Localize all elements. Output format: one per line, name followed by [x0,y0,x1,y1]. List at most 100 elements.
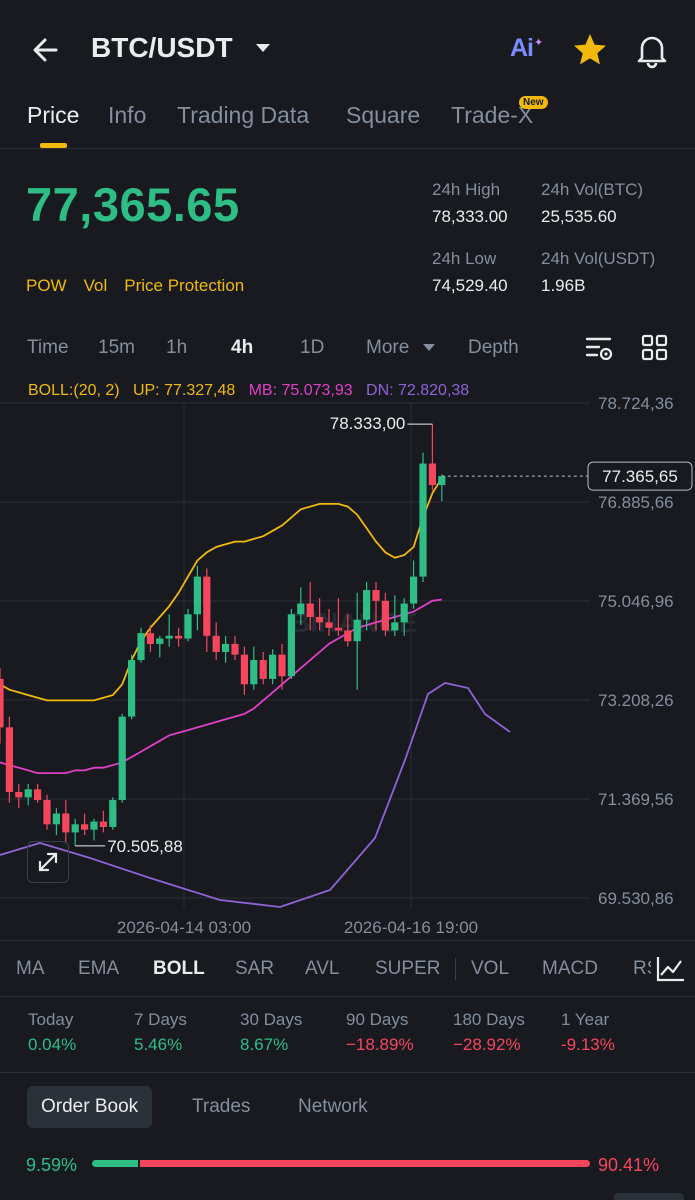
ind-ma[interactable]: MA [16,958,45,979]
more-caret-icon[interactable] [423,344,435,351]
candle-body [5,727,13,792]
candle-body [250,660,258,685]
ind-macd[interactable]: MACD [542,958,598,979]
y-tick-label: 78.724,36 [598,394,674,413]
ratio-bar-buy [92,1160,138,1167]
candle-body [34,789,42,801]
ind-sar[interactable]: SAR [235,958,275,979]
expand-chart-button[interactable] [27,841,69,883]
upper-band-line [0,477,443,702]
vol-btc-label: 24h Vol(BTC) [541,180,644,199]
candle-body [372,590,380,601]
boll-up: UP: 77.327,48 [132,382,236,399]
sell-ratio: 90.41% [598,1155,660,1175]
tab-order-book[interactable]: Order Book [27,1086,153,1128]
candle-body [381,600,389,631]
tf-more[interactable]: More [366,337,410,358]
candle-body [156,638,164,644]
ind-ema[interactable]: EMA [78,958,120,979]
ratio-bar-sell [140,1160,590,1167]
tab-info[interactable]: Info [108,102,147,128]
divider [0,1072,695,1073]
pair-title[interactable]: BTC/USDT [91,32,233,63]
high-marker-label: 78.333,00 [330,414,406,433]
candle-body [137,633,145,661]
middle-band-line [0,598,442,774]
boll-mb: MB: 75.073,93 [248,382,353,399]
tf-time[interactable]: Time [27,337,69,358]
ind-boll[interactable]: BOLL [153,958,205,979]
ai-icon[interactable]: Ai [510,34,534,62]
candle-body [438,476,446,486]
divider [0,940,695,941]
tab-trades[interactable]: Trades [192,1096,251,1117]
tf-1h[interactable]: 1h [166,337,188,358]
ind-avl[interactable]: AVL [305,958,340,979]
candle-body [344,630,352,642]
flag-vol[interactable]: Vol [83,276,108,295]
tab-square[interactable]: Square [346,102,421,128]
last-price: 77,365.65 [26,178,240,231]
candle-body [81,824,89,830]
candle-body [109,800,117,827]
ind-super[interactable]: SUPER [375,958,441,979]
flag-pow[interactable]: POW [26,276,67,295]
tab-network[interactable]: Network [298,1096,368,1117]
main-tabs: Price Info Trading Data Square Trade-X [0,98,695,149]
ind-rsi[interactable]: RS [633,958,651,979]
new-badge: New [519,96,548,109]
tf-15m[interactable]: 15m [98,337,135,358]
candle-body [419,463,427,577]
flag-row: POW Vol Price Protection [26,276,261,296]
tf-1d[interactable]: 1D [300,337,325,358]
candle-body [428,463,436,486]
ind-separator [455,958,456,980]
grid-layout-icon[interactable] [641,334,669,362]
candle-body [52,813,60,825]
tf-depth[interactable]: Depth [468,337,519,358]
tab-trading-data[interactable]: Trading Data [177,102,310,128]
x-tick-label: 2026-04-16 19:00 [344,918,478,937]
candle-body [165,635,173,639]
perf-value-7d: 5.46% [134,1035,183,1054]
star-icon[interactable] [570,30,610,70]
high-label: 24h High [432,180,501,199]
current-price-tag [587,461,693,491]
y-tick-label: 73.208,26 [598,691,674,710]
candlestick-chart[interactable]: BINANCE 78.724,3676.885,6675.046,9673.20… [0,380,695,940]
candle-body [410,576,418,604]
candle-body [175,635,183,639]
low-marker-label: 70.505,88 [107,837,183,856]
tf-4h[interactable]: 4h [231,337,254,358]
candle-body [24,789,32,798]
candle-body [316,616,324,623]
perf-label-180d: 180 Days [453,1010,525,1029]
vol-btc-value: 25,535.60 [541,207,617,226]
x-tick-label: 2026-04-14 03:00 [117,918,251,937]
candle-body [287,614,295,677]
ind-vol[interactable]: VOL [471,958,510,979]
boll-params: BOLL:(20, 2) [28,382,120,399]
candle-body [62,813,70,833]
perf-label-7d: 7 Days [134,1010,187,1029]
vol-usdt-value: 1.96B [541,276,586,295]
perf-value-180d: −28.92% [453,1035,521,1054]
perf-label-30d: 30 Days [240,1010,303,1029]
flag-price-protection[interactable]: Price Protection [124,276,245,295]
vol-usdt-label: 24h Vol(USDT) [541,249,656,268]
tab-price[interactable]: Price [27,102,80,128]
boll-legend: BOLL:(20, 2) UP: 77.327,48 MB: 75.073,93… [28,382,469,400]
home-indicator [614,1193,684,1200]
perf-label-1y: 1 Year [561,1010,610,1029]
y-tick-label: 75.046,96 [598,592,674,611]
back-arrow-icon[interactable] [26,30,66,70]
chart-settings-icon[interactable] [584,333,614,363]
candle-body [353,619,361,642]
indicator-settings-button[interactable] [651,945,695,993]
lower-band-line [0,682,511,908]
caret-down-icon[interactable] [256,44,270,52]
perf-value-90d: −18.89% [346,1035,414,1054]
ai-sparkle-icon: ✦ [534,37,544,49]
low-label: 24h Low [432,249,497,268]
bell-icon[interactable] [632,30,672,70]
